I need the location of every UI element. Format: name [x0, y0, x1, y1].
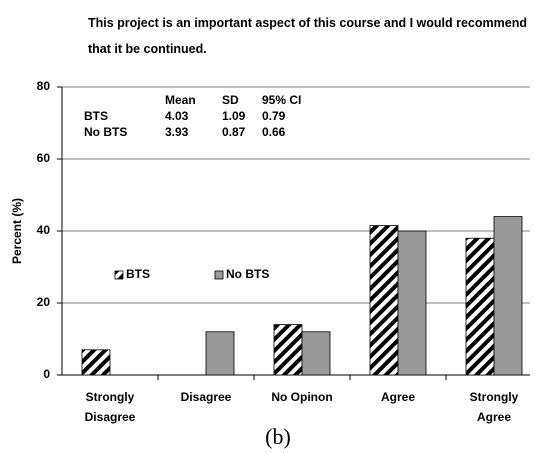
x-tick-label: Disagree [180, 390, 232, 404]
stats-value: 0.87 [222, 125, 246, 139]
stats-value: 0.66 [262, 125, 286, 139]
stats-header: Mean [165, 93, 196, 107]
x-tick-label: Agree [380, 390, 415, 404]
y-axis-label: Percent (%) [10, 198, 24, 264]
stats-header: SD [222, 93, 239, 107]
y-tick-label: 40 [37, 223, 51, 237]
legend-label: BTS [126, 267, 150, 281]
bar [205, 331, 235, 376]
y-tick-label: 20 [37, 295, 51, 309]
x-tick-label: No Opinon [271, 390, 333, 404]
x-tick-label: Strongly Disagree [84, 390, 136, 424]
stats-value: 0.79 [262, 109, 286, 123]
stats-value: 3.93 [165, 125, 189, 139]
bar [493, 216, 523, 376]
stats-row-label: No BTS [84, 125, 127, 139]
caption: (b) [265, 424, 291, 449]
stats-value: 4.03 [165, 109, 189, 123]
stats-row-label: BTS [84, 109, 108, 123]
bar [369, 225, 399, 376]
stats-value: 1.09 [222, 109, 246, 123]
y-tick-label: 60 [37, 151, 51, 165]
bar [465, 237, 495, 376]
chart-title: This project is an important aspect of t… [88, 16, 527, 56]
y-tick-label: 80 [37, 79, 51, 93]
stats-header: 95% CI [262, 93, 301, 107]
x-tick-label: Strongly Agree [469, 390, 519, 424]
legend-swatch [114, 270, 124, 280]
bar [81, 349, 111, 376]
legend-swatch [214, 270, 224, 280]
bar [301, 331, 331, 376]
bar [397, 230, 427, 376]
legend-label: No BTS [226, 267, 269, 281]
bar [273, 324, 303, 376]
y-tick-label: 0 [43, 367, 50, 381]
